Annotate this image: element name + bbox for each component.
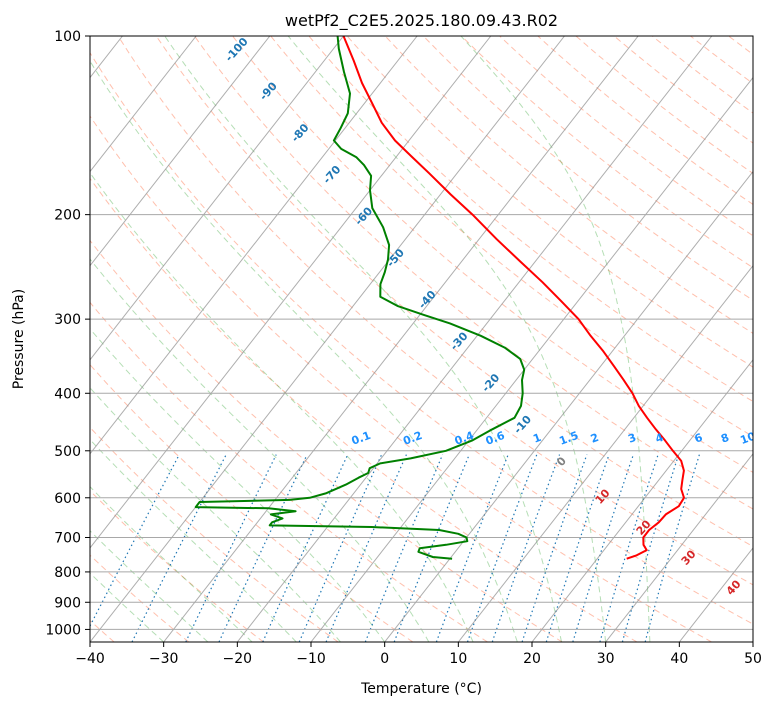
dry-adiabat bbox=[155, 36, 753, 548]
temperature-profile-line bbox=[342, 36, 685, 560]
moist-adiabat bbox=[90, 328, 386, 642]
dry-adiabat bbox=[308, 36, 753, 403]
mixing-ratio-label: 0.2 bbox=[401, 429, 424, 448]
dry-adiabat bbox=[117, 36, 753, 586]
x-tick-label: 10 bbox=[449, 651, 467, 667]
isotherm-line bbox=[310, 76, 753, 642]
moist-adiabat bbox=[90, 530, 209, 642]
dry-adiabat bbox=[346, 36, 753, 368]
dewpoint-profile-line bbox=[194, 36, 526, 560]
dry-adiabat bbox=[90, 426, 339, 642]
mixing-ratio-label: 0.6 bbox=[484, 429, 507, 448]
dry-adiabat bbox=[90, 363, 414, 642]
isotherm-line bbox=[90, 36, 418, 455]
dry-adiabat bbox=[90, 51, 753, 625]
moist-adiabat bbox=[287, 36, 607, 642]
moist-adiabat bbox=[90, 572, 165, 642]
dry-adiabat bbox=[232, 36, 753, 473]
moist-adiabat bbox=[90, 60, 518, 642]
isotherm-line bbox=[163, 36, 639, 642]
chart-title: wetPf2_C2E5.2025.180.09.43.R02 bbox=[285, 11, 558, 31]
mixing-ratio-label: 0.4 bbox=[453, 429, 476, 448]
mixing-ratio-line bbox=[644, 454, 700, 642]
mixing-ratio-label: 8 bbox=[719, 431, 731, 446]
mixing-ratio-label: 6 bbox=[693, 431, 705, 446]
moist-adiabat bbox=[90, 258, 430, 642]
y-tick-label: 600 bbox=[54, 491, 81, 507]
moist-adiabat bbox=[90, 172, 474, 642]
x-axis-label: Temperature (°C) bbox=[360, 681, 482, 697]
mixing-ratio-line bbox=[466, 454, 538, 642]
moist-adiabat bbox=[460, 36, 651, 642]
moist-adiabat bbox=[90, 485, 253, 642]
isotherm-line bbox=[90, 36, 492, 549]
dry-adiabat bbox=[575, 36, 753, 175]
mixing-ratio-label: 1 bbox=[531, 431, 543, 446]
moist-adiabat bbox=[90, 438, 297, 642]
mixing-ratio-label: 4 bbox=[654, 431, 666, 446]
dry-adiabat bbox=[90, 115, 712, 642]
y-tick-label: 1000 bbox=[45, 622, 81, 638]
y-tick-label: 700 bbox=[54, 531, 81, 547]
moist-adiabat bbox=[164, 36, 562, 642]
mixing-ratio-label: 3 bbox=[626, 431, 638, 446]
x-tick-label: −20 bbox=[223, 651, 253, 667]
mixing-ratio-line bbox=[131, 454, 227, 642]
mixing-ratio-label: 10 bbox=[738, 429, 757, 447]
mixing-ratio-line bbox=[262, 454, 349, 642]
y-axis-label: Pressure (hPa) bbox=[11, 289, 27, 389]
isotherm-line bbox=[90, 36, 197, 173]
dry-adiabat bbox=[537, 36, 753, 205]
mixing-ratio-line bbox=[491, 454, 561, 642]
y-tick-label: 300 bbox=[54, 312, 81, 328]
isotherm-line bbox=[90, 36, 565, 642]
mixing-ratio-label: 0.1 bbox=[350, 429, 373, 448]
x-tick-label: −10 bbox=[296, 651, 326, 667]
x-tick-label: 50 bbox=[744, 651, 762, 667]
mixing-ratio-line bbox=[599, 454, 659, 642]
isotherm-line bbox=[236, 36, 713, 642]
x-tick-label: 0 bbox=[380, 651, 389, 667]
mixing-ratio-label: 1.5 bbox=[557, 429, 580, 448]
dry-adiabat bbox=[613, 36, 753, 144]
axes: −40 −30 −20 −10 0 10 20 30 40 50 1000 900 800 700 600 5… bbox=[45, 29, 762, 667]
mixing-ratio-label: 2 bbox=[589, 431, 601, 446]
y-tick-label: 100 bbox=[54, 29, 81, 45]
x-tick-label: −30 bbox=[149, 651, 179, 667]
mixing-ratio-line bbox=[185, 454, 277, 642]
isotherm-line bbox=[457, 264, 753, 642]
isotherm-line bbox=[90, 36, 271, 267]
mixing-ratio-line bbox=[521, 454, 588, 642]
mixing-ratio-line bbox=[435, 454, 509, 642]
mixing-ratio-line bbox=[621, 454, 680, 642]
dry-adiabat bbox=[194, 36, 753, 510]
y-tick-label: 800 bbox=[54, 565, 81, 581]
dry-adiabat bbox=[270, 36, 753, 438]
isotherm-line bbox=[531, 358, 753, 642]
isotherm-line bbox=[90, 36, 344, 361]
profile-lines bbox=[194, 36, 685, 560]
y-tick-label: 500 bbox=[54, 444, 81, 460]
dry-adiabat bbox=[499, 36, 753, 237]
plot-frame bbox=[89, 35, 754, 643]
isotherm-line bbox=[605, 453, 753, 642]
y-tick-label: 200 bbox=[54, 208, 81, 224]
dry-adiabat bbox=[90, 301, 488, 642]
x-tick-label: 30 bbox=[597, 651, 615, 667]
y-tick-label: 400 bbox=[54, 386, 81, 402]
mixing-ratio-line bbox=[218, 454, 308, 642]
dry-adiabat bbox=[90, 239, 563, 642]
x-tick-label: 20 bbox=[523, 651, 541, 667]
dry-adiabat bbox=[384, 36, 753, 334]
mixing-ratio-line bbox=[572, 454, 634, 642]
x-tick-label: −40 bbox=[75, 651, 105, 667]
y-tick-label: 900 bbox=[54, 595, 81, 611]
x-tick-label: 40 bbox=[670, 651, 688, 667]
mixing-ratio-line bbox=[90, 454, 180, 628]
